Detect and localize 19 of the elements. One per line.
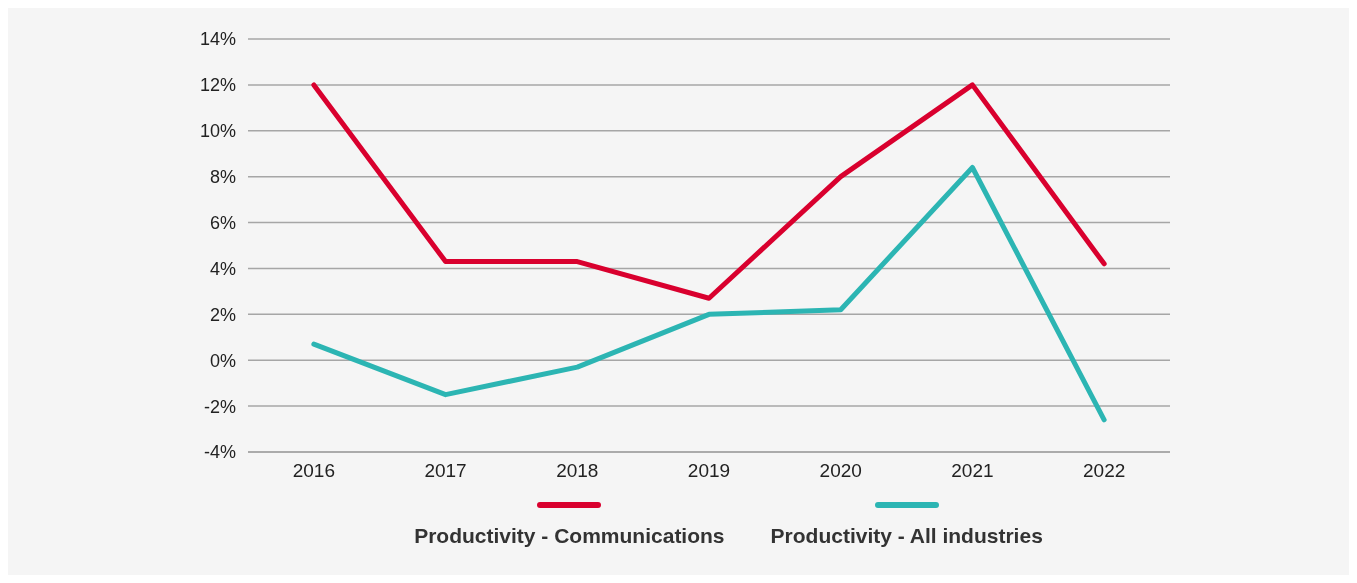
y-tick-label: 8% xyxy=(209,167,236,188)
x-tick-label: 2019 xyxy=(687,460,731,482)
y-tick-label: 12% xyxy=(199,75,236,96)
y-tick-label: -2% xyxy=(203,396,236,417)
x-tick-label: 2018 xyxy=(556,460,599,482)
y-tick-label: 2% xyxy=(209,304,236,325)
x-tick-label: 2020 xyxy=(819,460,862,482)
y-tick-label: 4% xyxy=(209,258,236,279)
y-tick-label: 6% xyxy=(209,212,236,233)
y-tick-label: 0% xyxy=(209,350,236,371)
y-tick-label: -4% xyxy=(203,442,236,463)
x-tick-label: 2017 xyxy=(424,460,467,482)
x-tick-label: 2022 xyxy=(1083,460,1126,482)
y-tick-label: 10% xyxy=(199,121,236,142)
legend-label: Productivity - All industries xyxy=(770,524,1043,548)
y-tick-label: 14% xyxy=(199,29,236,50)
x-tick-label: 2016 xyxy=(292,460,335,482)
legend-label: Productivity - Communications xyxy=(414,524,725,548)
x-tick-label: 2021 xyxy=(951,460,994,482)
